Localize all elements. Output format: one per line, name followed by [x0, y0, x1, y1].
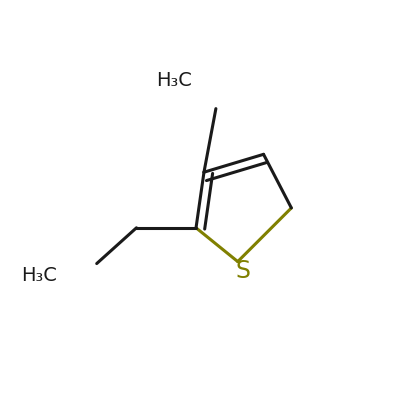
- Text: H₃C: H₃C: [21, 266, 57, 285]
- Text: S: S: [235, 260, 250, 284]
- Text: H₃C: H₃C: [156, 71, 192, 90]
